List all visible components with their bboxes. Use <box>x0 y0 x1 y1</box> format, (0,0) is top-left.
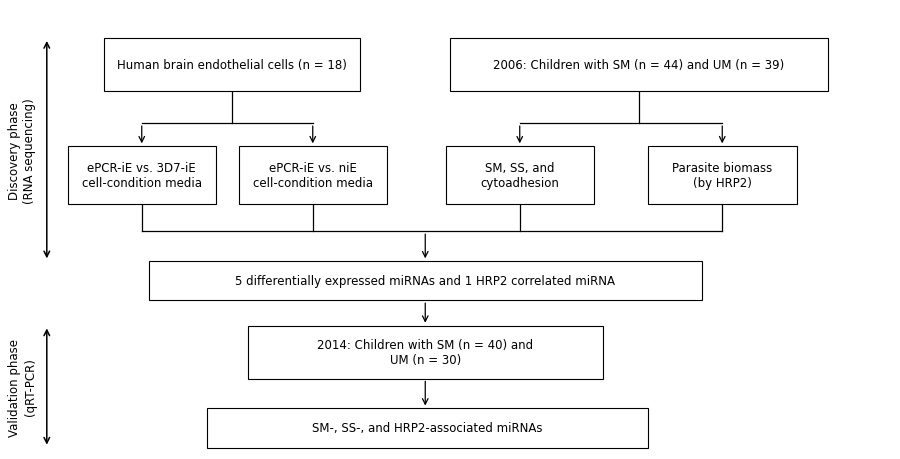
FancyBboxPatch shape <box>68 147 216 204</box>
FancyBboxPatch shape <box>450 39 828 92</box>
FancyBboxPatch shape <box>207 409 648 448</box>
Text: ePCR-iE vs. niE
cell-condition media: ePCR-iE vs. niE cell-condition media <box>253 162 373 190</box>
Text: Discovery phase
(RNA sequencing): Discovery phase (RNA sequencing) <box>8 98 37 203</box>
FancyBboxPatch shape <box>148 262 702 301</box>
FancyBboxPatch shape <box>238 147 387 204</box>
Text: Parasite biomass
(by HRP2): Parasite biomass (by HRP2) <box>672 162 772 190</box>
Text: 2014: Children with SM (n = 40) and
UM (n = 30): 2014: Children with SM (n = 40) and UM (… <box>317 338 534 366</box>
FancyBboxPatch shape <box>648 147 796 204</box>
Text: Validation phase
(qRT-PCR): Validation phase (qRT-PCR) <box>8 338 37 436</box>
Text: Human brain endothelial cells (n = 18): Human brain endothelial cells (n = 18) <box>117 59 346 72</box>
Text: 2006: Children with SM (n = 44) and UM (n = 39): 2006: Children with SM (n = 44) and UM (… <box>493 59 785 72</box>
FancyBboxPatch shape <box>248 326 603 379</box>
FancyBboxPatch shape <box>104 39 360 92</box>
FancyBboxPatch shape <box>446 147 594 204</box>
Text: ePCR-iE vs. 3D7-iE
cell-condition media: ePCR-iE vs. 3D7-iE cell-condition media <box>82 162 202 190</box>
Text: 5 differentially expressed miRNAs and 1 HRP2 correlated miRNA: 5 differentially expressed miRNAs and 1 … <box>235 274 616 288</box>
Text: SM-, SS-, and HRP2-associated miRNAs: SM-, SS-, and HRP2-associated miRNAs <box>312 421 543 435</box>
Text: SM, SS, and
cytoadhesion: SM, SS, and cytoadhesion <box>481 162 559 190</box>
